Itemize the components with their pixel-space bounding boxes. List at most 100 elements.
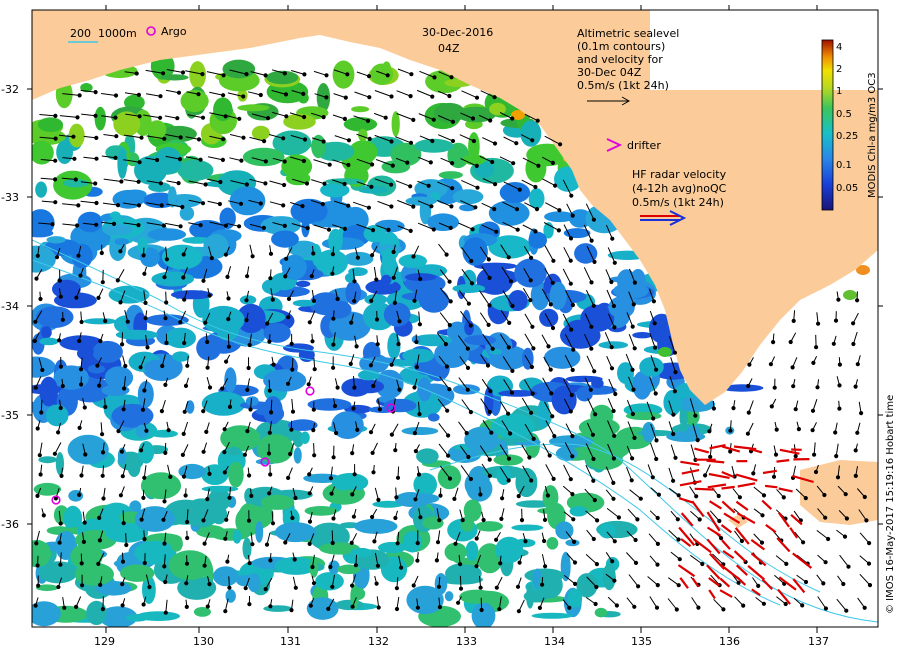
- altimetry-legend-line: 30-Dec 04Z: [577, 66, 642, 79]
- velocity-arrow-head: [162, 564, 167, 569]
- velocity-arrow-head: [120, 582, 125, 587]
- velocity-arrow-head: [655, 583, 660, 588]
- hf-radar-arrow: [678, 497, 693, 504]
- chlorophyll-patch: [549, 435, 593, 448]
- velocity-arrow-head: [389, 204, 394, 209]
- velocity-arrow-head: [264, 542, 270, 547]
- chlorophyll-patch: [466, 475, 493, 502]
- velocity-arrow-head: [772, 385, 777, 390]
- velocity-arrow-head: [370, 162, 375, 167]
- velocity-arrow-head: [73, 177, 78, 182]
- velocity-arrow-head: [249, 493, 254, 498]
- velocity-arrow-head: [408, 228, 413, 233]
- velocity-arrow: [649, 310, 656, 324]
- velocity-arrow: [690, 554, 703, 565]
- velocity-arrow: [39, 136, 56, 140]
- velocity-arrow: [583, 267, 592, 283]
- velocity-arrow-head: [697, 517, 702, 522]
- chlorophyll-patch: [350, 584, 359, 610]
- velocity-arrow: [440, 269, 450, 283]
- velocity-arrow-head: [443, 342, 448, 347]
- velocity-arrow-head: [225, 274, 230, 279]
- velocity-arrow-head: [612, 260, 617, 265]
- velocity-arrow-head: [202, 541, 207, 546]
- velocity-arrow-head: [366, 74, 372, 79]
- altimetry-legend-line: (0.1m contours): [577, 40, 665, 53]
- chlorophyll-patch: [68, 123, 85, 148]
- velocity-arrow-head: [175, 116, 180, 121]
- velocity-arrow-head: [466, 301, 471, 306]
- velocity-arrow-head: [529, 364, 535, 370]
- velocity-arrow-head: [302, 72, 307, 77]
- velocity-arrow-head: [552, 434, 557, 439]
- chlorophyll-patch: [83, 318, 118, 325]
- velocity-arrow: [586, 245, 595, 263]
- axis-ticks: [27, 5, 883, 633]
- velocity-arrow-head: [468, 410, 473, 415]
- velocity-arrow-head: [374, 317, 380, 322]
- velocity-arrow-head: [329, 491, 334, 496]
- chlorophyll-patch: [148, 182, 171, 192]
- velocity-arrow: [503, 379, 513, 393]
- velocity-arrow-head: [612, 539, 617, 544]
- velocity-arrow: [524, 379, 534, 394]
- velocity-arrow-head: [141, 602, 146, 607]
- velocity-arrow-head: [506, 255, 511, 260]
- velocity-arrow-head: [268, 558, 273, 563]
- velocity-arrow: [775, 555, 787, 565]
- velocity-arrow: [564, 290, 574, 306]
- velocity-arrow: [459, 575, 462, 589]
- hf-radar-arrow: [750, 552, 767, 567]
- velocity-arrow: [523, 245, 532, 259]
- chlorophyll-patch: [92, 340, 123, 363]
- velocity-arrow-head: [434, 558, 439, 563]
- velocity-arrow: [748, 400, 754, 413]
- velocity-arrow: [690, 444, 696, 461]
- velocity-arrow-head: [573, 581, 578, 587]
- velocity-arrow-head: [834, 454, 839, 459]
- chlorophyll-patch: [444, 542, 467, 562]
- chlorophyll-patch: [32, 601, 61, 627]
- velocity-arrow-head: [120, 474, 125, 479]
- velocity-arrow: [356, 181, 372, 188]
- velocity-arrow: [439, 376, 450, 390]
- lat-tick-label: -36: [1, 518, 19, 531]
- chlorophyll-patch: [213, 97, 233, 122]
- velocity-arrow-head: [464, 431, 469, 436]
- velocity-arrow: [689, 467, 696, 483]
- hf-legend-line: (4-12h avg)noQC: [632, 182, 727, 195]
- chlorophyll-patch: [528, 231, 547, 249]
- velocity-arrow-head: [182, 297, 187, 302]
- hf-radar-arrow: [778, 576, 797, 591]
- chlorophyll-patch: [438, 171, 463, 179]
- velocity-arrow: [817, 596, 827, 609]
- chlorophyll-patch: [227, 446, 241, 456]
- velocity-arrow-head: [324, 95, 329, 100]
- velocity-arrow-head: [843, 492, 848, 497]
- velocity-arrow-head: [672, 389, 678, 394]
- velocity-arrow-head: [93, 90, 98, 95]
- velocity-arrow: [606, 508, 620, 518]
- velocity-arrow: [332, 159, 349, 166]
- velocity-arrow-head: [450, 138, 456, 144]
- velocity-arrow-head: [111, 221, 117, 226]
- map-time-title: 04Z: [438, 42, 460, 55]
- velocity-arrow: [61, 177, 76, 180]
- velocity-arrow-head: [198, 157, 203, 162]
- velocity-arrow-head: [612, 325, 617, 330]
- velocity-arrow: [545, 464, 555, 480]
- velocity-arrow: [564, 354, 574, 371]
- velocity-arrow-head: [244, 298, 249, 303]
- chlorophyll-patch: [687, 425, 700, 436]
- chlorophyll-patch: [201, 485, 239, 492]
- chlorophyll-patch: [511, 524, 544, 531]
- velocity-arrow: [438, 243, 447, 255]
- velocity-arrow-head: [100, 432, 105, 437]
- chlorophyll-patch: [544, 211, 576, 223]
- chlorophyll-patch: [266, 70, 299, 85]
- velocity-arrow: [541, 288, 552, 305]
- velocity-arrow: [291, 223, 308, 229]
- velocity-arrow-head: [855, 362, 860, 367]
- velocity-arrow-head: [837, 362, 843, 367]
- velocity-arrow: [207, 156, 224, 161]
